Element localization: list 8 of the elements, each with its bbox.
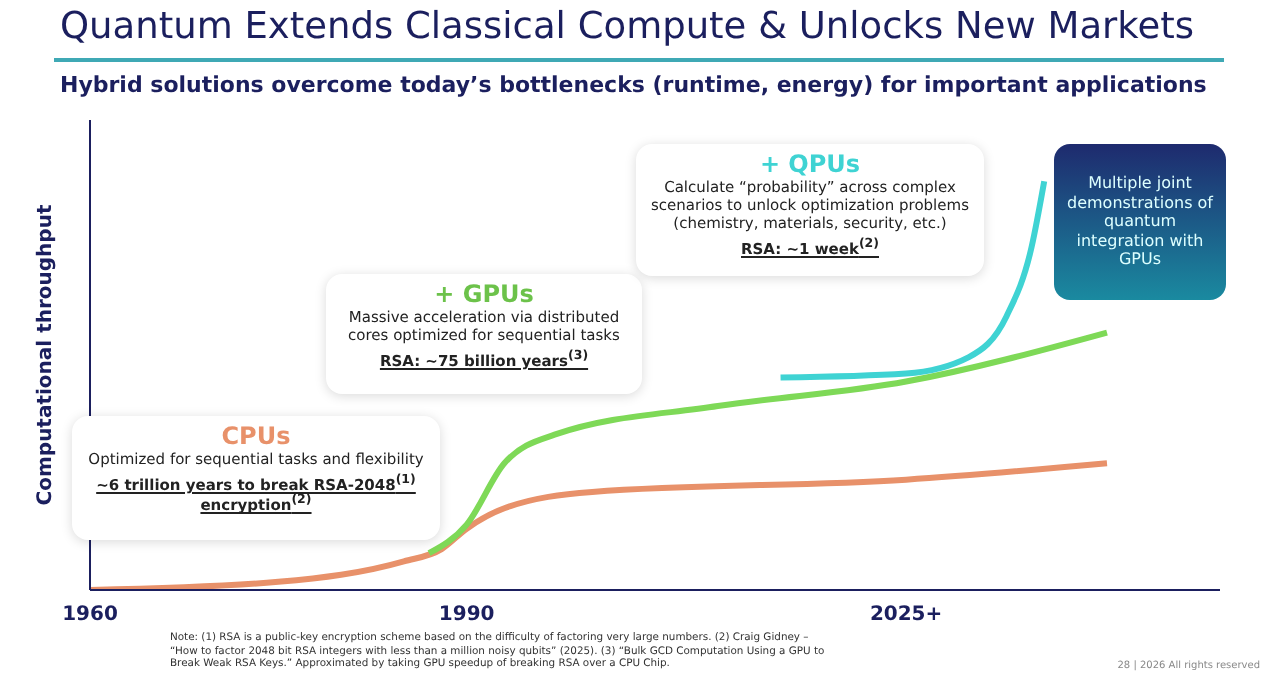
chart-title: Quantum Extends Classical Compute & Unlocks New Markets: [60, 6, 1194, 48]
chart-subtitle: Hybrid solutions overcome today’s bottlenecks (runtime, energy) for important applications: [60, 72, 1207, 98]
x-tick-label: 1960: [62, 604, 118, 627]
y-axis-title: Computational throughput: [35, 204, 58, 506]
text-card: Multiple joint demonstrations of quantum integration with GPUs: [1054, 144, 1226, 300]
x-tick-label: 2025+: [869, 604, 943, 627]
annotation: Multiple joint demonstrations of quantum integration with GPUs: [1065, 174, 1216, 270]
x-tick-label: 1990: [438, 604, 495, 627]
